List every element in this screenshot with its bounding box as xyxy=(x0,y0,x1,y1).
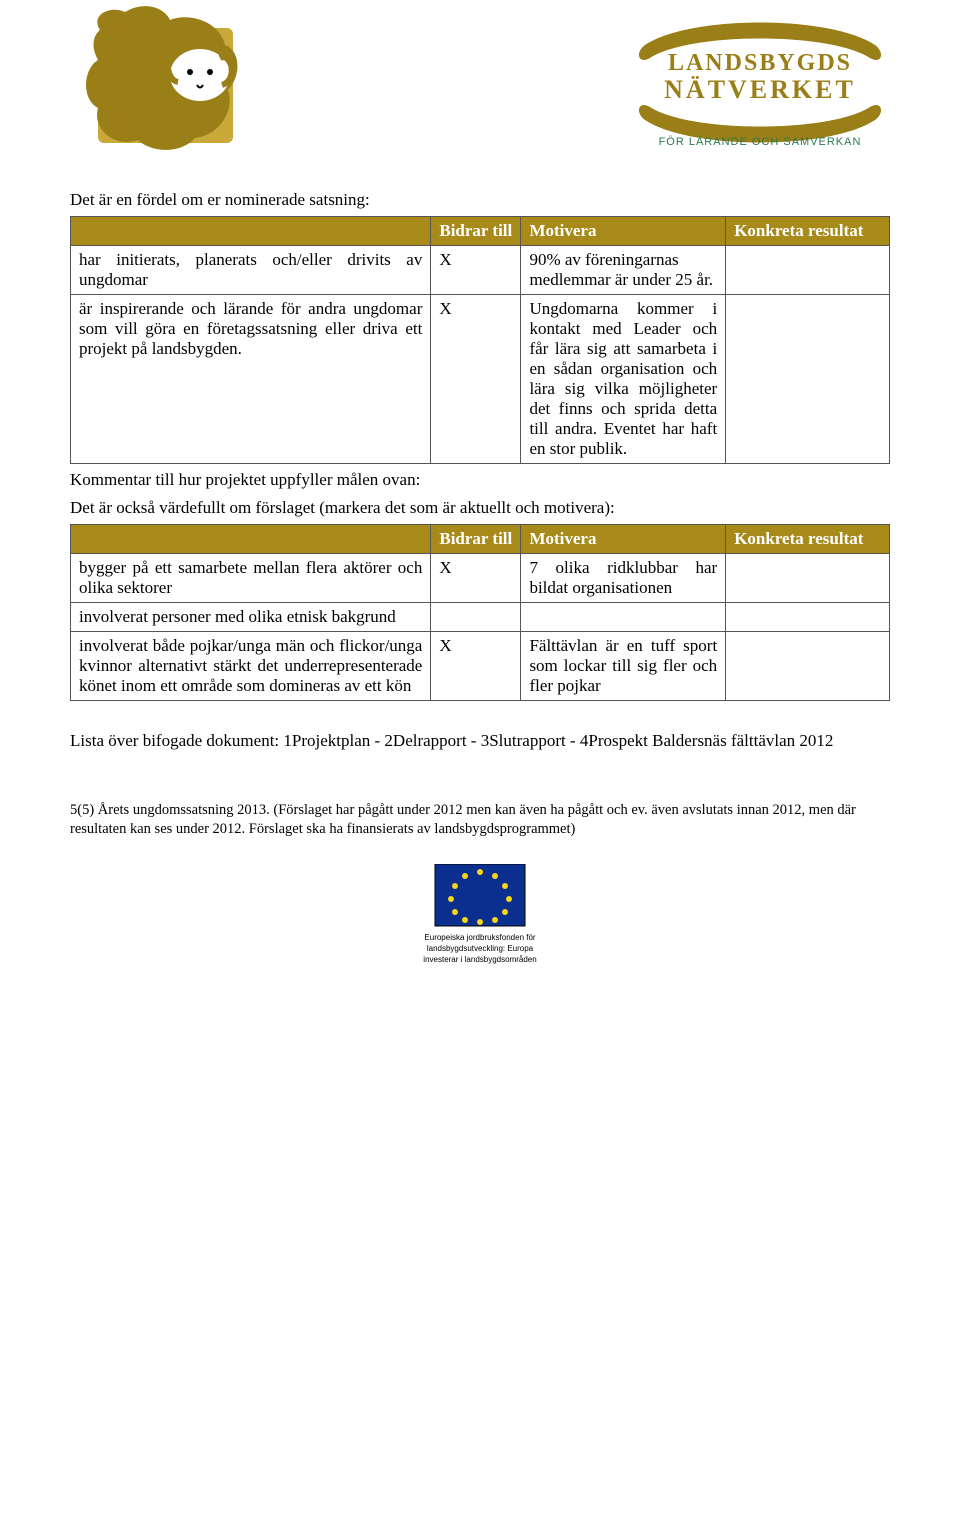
eu-line1: Europeiska jordbruksfonden för xyxy=(424,933,536,942)
section1-title: Det är en fördel om er nominerade satsni… xyxy=(70,190,890,210)
eu-line3: investerar i landsbygdsområden xyxy=(423,955,536,964)
t1r1-desc: är inspirerande och lärande för andra un… xyxy=(71,295,431,464)
t2r1-resultat xyxy=(726,603,890,632)
header: LANDSBYGDS NÄTVERKET FÖR LÄRANDE OCH SAM… xyxy=(70,0,890,180)
table2-header-bidrar: Bidrar till xyxy=(431,525,521,554)
comment-line: Kommentar till hur projektet uppfyller m… xyxy=(70,470,890,490)
table2-header-row: Bidrar till Motivera Konkreta resultat xyxy=(71,525,890,554)
section2-title: Det är också värdefullt om förslaget (ma… xyxy=(70,498,890,518)
logo-right: LANDSBYGDS NÄTVERKET FÖR LÄRANDE OCH SAM… xyxy=(630,10,890,155)
eu-logo: Europeiska jordbruksfonden för landsbygd… xyxy=(415,864,545,979)
logo-right-line1: LANDSBYGDS xyxy=(668,50,852,76)
t1r0-motivera: 90% av föreningarnas medlemmar är under … xyxy=(521,246,726,295)
table-row: är inspirerande och lärande för andra un… xyxy=(71,295,890,464)
t1r0-desc: har initierats, planerats och/eller driv… xyxy=(71,246,431,295)
t2r2-desc: involverat både pojkar/unga män och flic… xyxy=(71,632,431,701)
t2r1-motivera xyxy=(521,603,726,632)
t2r2-motivera: Fälttävlan är en tuff sport som lockar t… xyxy=(521,632,726,701)
table-row: involverat personer med olika etnisk bak… xyxy=(71,603,890,632)
footer-text: 5(5) Årets ungdomssatsning 2013. (Försla… xyxy=(70,801,890,839)
table2-header-resultat: Konkreta resultat xyxy=(726,525,890,554)
t1r1-bidrar: X xyxy=(431,295,521,464)
table1-header-motivera: Motivera xyxy=(521,217,726,246)
t2r0-motivera: 7 olika ridklubbar har bildat organisati… xyxy=(521,554,726,603)
table1-header-bidrar: Bidrar till xyxy=(431,217,521,246)
t2r1-bidrar xyxy=(431,603,521,632)
t2r2-resultat xyxy=(726,632,890,701)
t2r1-desc: involverat personer med olika etnisk bak… xyxy=(71,603,431,632)
logo-right-tagline: FÖR LÄRANDE OCH SAMVERKAN xyxy=(659,136,862,148)
t2r2-bidrar: X xyxy=(431,632,521,701)
table2-header-blank xyxy=(71,525,431,554)
t1r1-motivera: Ungdomarna kommer i kontakt med Leader o… xyxy=(521,295,726,464)
table1-header-blank xyxy=(71,217,431,246)
logo-right-line2: NÄTVERKET xyxy=(664,75,856,104)
logo-left xyxy=(70,0,260,165)
attachments-line: Lista över bifogade dokument: 1Projektpl… xyxy=(70,731,890,751)
table2: Bidrar till Motivera Konkreta resultat b… xyxy=(70,524,890,701)
t2r0-desc: bygger på ett samarbete mellan flera akt… xyxy=(71,554,431,603)
eu-line2: landsbygdsutveckling: Europa xyxy=(427,944,534,953)
t1r0-bidrar: X xyxy=(431,246,521,295)
t1r0-resultat xyxy=(726,246,890,295)
table1-header-row: Bidrar till Motivera Konkreta resultat xyxy=(71,217,890,246)
table-row: bygger på ett samarbete mellan flera akt… xyxy=(71,554,890,603)
document-page: LANDSBYGDS NÄTVERKET FÖR LÄRANDE OCH SAM… xyxy=(0,0,960,1019)
t2r0-resultat xyxy=(726,554,890,603)
table1-header-resultat: Konkreta resultat xyxy=(726,217,890,246)
table1: Bidrar till Motivera Konkreta resultat h… xyxy=(70,216,890,464)
t1r1-resultat xyxy=(726,295,890,464)
table-row: har initierats, planerats och/eller driv… xyxy=(71,246,890,295)
t2r0-bidrar: X xyxy=(431,554,521,603)
table-row: involverat både pojkar/unga män och flic… xyxy=(71,632,890,701)
table2-header-motivera: Motivera xyxy=(521,525,726,554)
